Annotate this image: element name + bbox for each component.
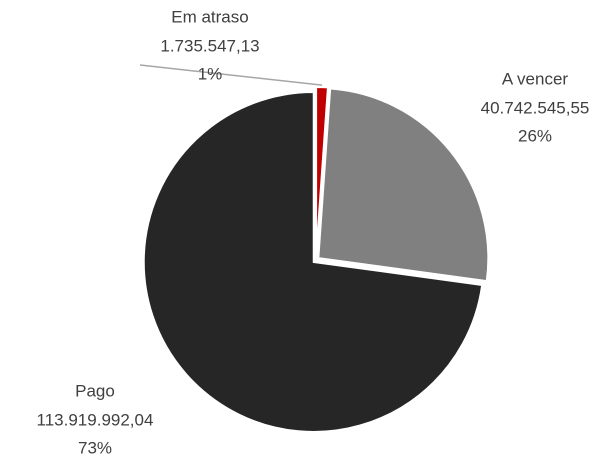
leader-line [139,64,323,86]
value-label: 40.742.545,55 [481,98,590,117]
percentage-label: 1% [198,64,223,83]
slice-label: A vencer [502,69,568,88]
pie-slice [142,90,484,433]
pie-slice [317,87,490,283]
percentage-label: 26% [518,126,552,145]
value-label: 1.735.547,13 [160,36,259,55]
slice-label: Em atraso [171,7,248,26]
percentage-label: 73% [78,438,112,457]
slice-label: Pago [75,381,115,400]
pie-slice [315,86,330,258]
value-label: 113.919.992,04 [37,410,154,429]
